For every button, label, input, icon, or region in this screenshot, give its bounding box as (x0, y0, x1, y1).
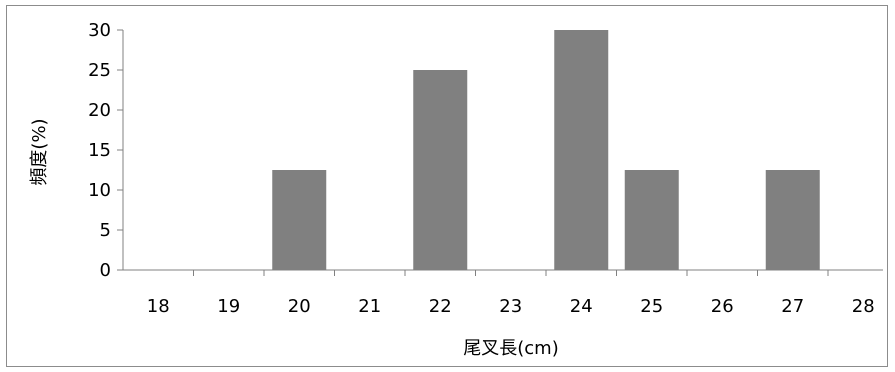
x-axis-title: 尾叉長(cm) (463, 338, 558, 359)
bar-25 (624, 170, 679, 270)
bar-group (272, 30, 820, 270)
y-tick-label: 20 (88, 100, 111, 121)
x-tick-label: 25 (640, 296, 663, 317)
bar-24 (554, 30, 609, 270)
x-tick-label: 26 (711, 296, 734, 317)
y-tick-label: 0 (100, 260, 111, 281)
bar-20 (272, 170, 327, 270)
x-tick-label: 20 (288, 296, 311, 317)
y-tick-label: 15 (88, 140, 111, 161)
x-tick-label: 24 (570, 296, 593, 317)
x-tick-label: 19 (217, 296, 240, 317)
y-tick-label: 30 (88, 20, 111, 41)
y-tick-label: 25 (88, 60, 111, 81)
x-tick-label: 22 (429, 296, 452, 317)
x-tick-group: 18 19 20 21 22 23 24 25 26 27 28 (147, 270, 875, 317)
x-tick-label: 27 (781, 296, 804, 317)
x-tick-label: 28 (852, 296, 875, 317)
y-tick-group: 0 5 10 15 20 25 30 (88, 20, 123, 281)
y-tick-label: 5 (100, 220, 111, 241)
y-tick-label: 10 (88, 180, 111, 201)
x-tick-label: 21 (358, 296, 381, 317)
bar-22 (413, 70, 468, 270)
x-tick-label: 18 (147, 296, 170, 317)
bar-27 (765, 170, 820, 270)
x-tick-label: 23 (499, 296, 522, 317)
y-axis-title: 頻度(%) (29, 118, 50, 185)
